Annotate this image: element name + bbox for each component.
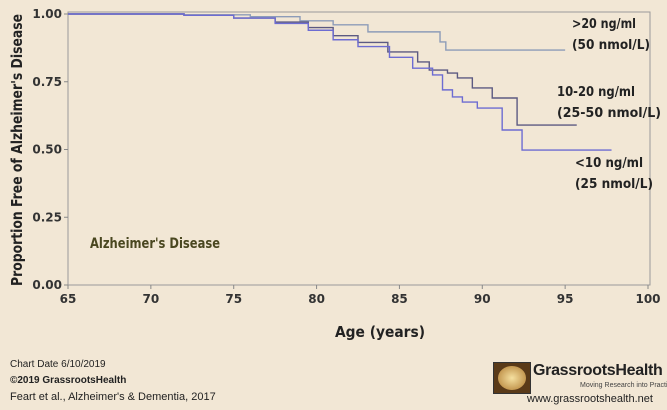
x-tick-label: 85 (391, 292, 408, 306)
x-tick-label: 80 (308, 292, 325, 306)
x-axis-label: Age (years) (335, 323, 425, 341)
chart-date: Chart Date 6/10/2019 (10, 359, 106, 370)
x-tick-label: 70 (143, 292, 160, 306)
series-label: 10-20 ng/ml (557, 85, 635, 100)
x-tick-label: 65 (60, 292, 77, 306)
copyright: ©2019 GrassrootsHealth (10, 375, 127, 386)
annotation: Alzheimer's Disease (90, 236, 220, 252)
survival-curve-0 (68, 13, 566, 51)
x-tick-label: 75 (225, 292, 242, 306)
series-label-unit: (25-50 nmol/L) (557, 106, 661, 121)
series-label: <10 ng/ml (575, 156, 643, 171)
km-chart: 65 70 75 80 85 90 95 100 0.00 0.25 0.50 0.75 1.00 >2… (8, 7, 661, 341)
brand-url[interactable]: www.grassrootshealth.net (527, 393, 653, 405)
y-tick-label: 1.00 (32, 7, 62, 21)
brand-name: GrassrootsHealth (533, 362, 663, 379)
series-label: >20 ng/ml (572, 17, 636, 32)
plot-frame (67, 11, 651, 286)
y-tick-label: 0.25 (32, 210, 62, 224)
series-label-unit: (25 nmol/L) (575, 177, 653, 192)
brand-tagline: Moving Research into Practice (580, 382, 667, 389)
x-tick-label: 95 (557, 292, 574, 306)
x-tick-label: 100 (635, 292, 660, 306)
source-citation: Feart et al., Alzheimer's & Dementia, 20… (10, 391, 216, 403)
x-tick-label: 90 (474, 292, 491, 306)
y-tick-label: 0.50 (32, 143, 62, 157)
survival-curve-2 (68, 13, 612, 151)
y-tick-label: 0.00 (32, 278, 62, 292)
y-tick-label: 0.75 (32, 75, 62, 89)
vitruvian-logo-icon (493, 362, 531, 394)
series-label-unit: (50 nmol/L) (572, 38, 650, 53)
y-axis-label: Proportion Free of Alzheimer's Disease (8, 14, 26, 286)
